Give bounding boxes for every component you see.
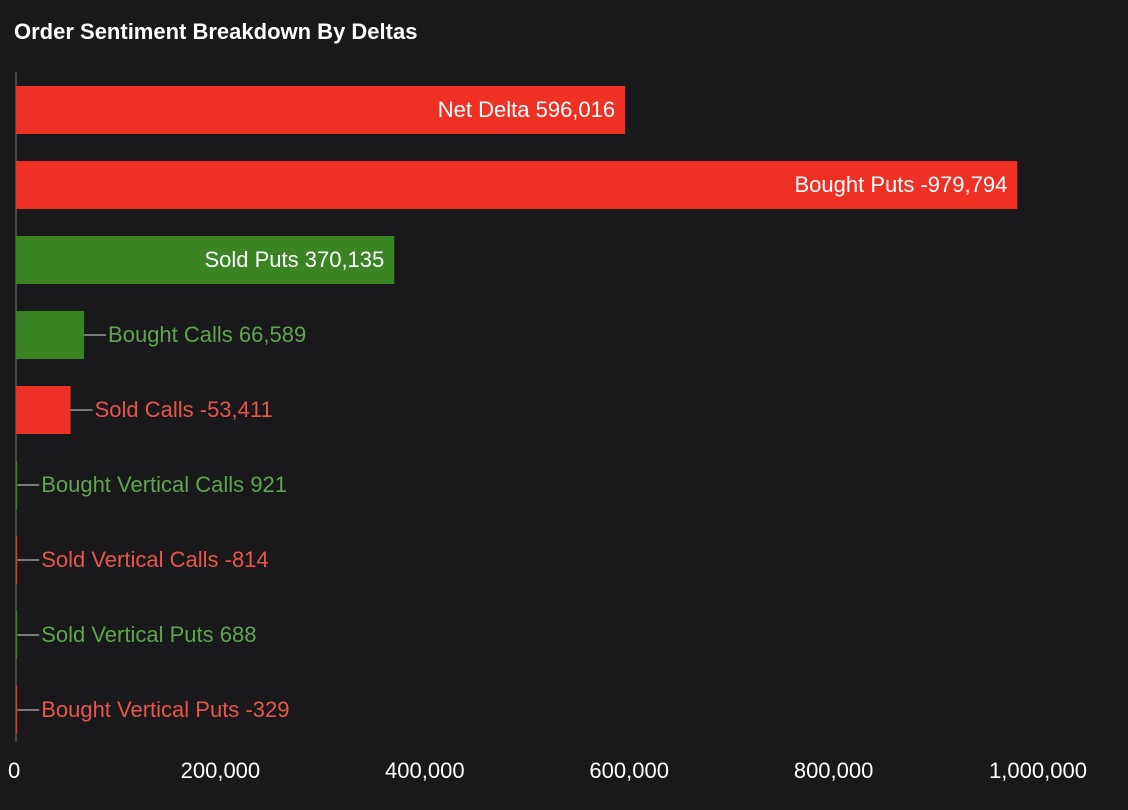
- x-tick-label: 800,000: [794, 758, 874, 783]
- bar-label-value: 921: [250, 472, 287, 497]
- bar-label-value: -979,794: [920, 172, 1007, 197]
- bar-label: Sold Vertical Calls -814: [41, 547, 268, 572]
- x-tick-label: 200,000: [181, 758, 261, 783]
- bar: [16, 386, 71, 434]
- bar-label-category: Bought Puts: [794, 172, 914, 197]
- x-tick-label: 400,000: [385, 758, 465, 783]
- bar-label-category: Sold Vertical Calls: [41, 547, 218, 572]
- bar-label-category: Bought Vertical Puts: [41, 697, 239, 722]
- bar-label-value: 596,016: [536, 97, 616, 122]
- bar-label-value: -53,411: [200, 397, 273, 422]
- bar-label-category: Sold Calls: [95, 397, 194, 422]
- bar-label-category: Sold Puts: [204, 247, 298, 272]
- bar-label: Bought Calls 66,589: [108, 322, 306, 347]
- bar-label-category: Bought Calls: [108, 322, 233, 347]
- bar-label-value: -329: [245, 697, 289, 722]
- bar: [16, 686, 18, 734]
- bar: [16, 311, 85, 359]
- bar: [16, 611, 18, 659]
- bar-label: Bought Vertical Calls 921: [41, 472, 287, 497]
- bar-label-category: Sold Vertical Puts: [41, 622, 213, 647]
- bar: [16, 86, 626, 134]
- bar: [16, 461, 18, 509]
- bar-label-value: 688: [220, 622, 257, 647]
- x-tick-label: 0: [8, 758, 20, 783]
- chart-title: Order Sentiment Breakdown By Deltas: [14, 19, 417, 44]
- x-tick-label: 1,000,000: [989, 758, 1087, 783]
- x-tick-label: 600,000: [589, 758, 669, 783]
- bar-label: Bought Vertical Puts -329: [41, 697, 289, 722]
- bar-label-category: Net Delta: [438, 97, 530, 122]
- bar-label: Bought Puts -979,794: [794, 172, 1007, 197]
- bar-label-category: Bought Vertical Calls: [41, 472, 244, 497]
- bar-label: Net Delta 596,016: [438, 97, 615, 122]
- bar-label: Sold Calls -53,411: [95, 397, 273, 422]
- bar: [16, 536, 18, 584]
- bar-label: Sold Vertical Puts 688: [41, 622, 256, 647]
- bar-label-value: -814: [225, 547, 269, 572]
- bar: [16, 236, 395, 284]
- bar-label-value: 66,589: [239, 322, 306, 347]
- bar-label: Sold Puts 370,135: [204, 247, 384, 272]
- bar-label-value: 370,135: [305, 247, 385, 272]
- bar: [16, 161, 1018, 209]
